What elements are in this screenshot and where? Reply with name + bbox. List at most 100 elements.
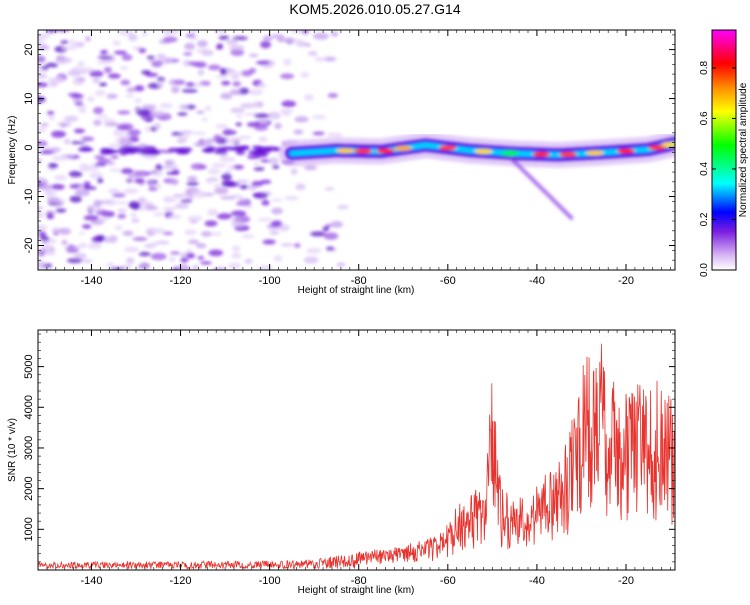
noise-blob bbox=[61, 46, 78, 51]
noise-blob bbox=[270, 220, 283, 228]
noise-blob bbox=[63, 115, 79, 122]
noise-blob bbox=[215, 74, 229, 79]
ridge-hotspot bbox=[532, 151, 551, 157]
noise-blob bbox=[145, 171, 152, 176]
noise-blob bbox=[41, 65, 49, 71]
noise-blob bbox=[96, 114, 109, 119]
noise-blob bbox=[78, 231, 86, 235]
noise-blob bbox=[240, 103, 256, 109]
noise-blob bbox=[286, 38, 303, 43]
noise-blob bbox=[281, 100, 297, 108]
ridge-branch bbox=[508, 155, 574, 221]
noise-blob bbox=[50, 183, 65, 191]
noise-blob bbox=[47, 110, 55, 116]
ridge-hotspot bbox=[336, 148, 355, 154]
y-tick-label: 20 bbox=[23, 43, 35, 55]
x-tick-label: -40 bbox=[529, 275, 545, 287]
noise-blob bbox=[61, 239, 68, 246]
noise-blob bbox=[162, 164, 179, 170]
noise-blob bbox=[191, 131, 207, 135]
noise-blob bbox=[211, 162, 227, 168]
noise-streak bbox=[119, 145, 135, 151]
noise-blob bbox=[212, 184, 222, 188]
noise-blob bbox=[260, 40, 272, 49]
noise-blob bbox=[215, 123, 228, 129]
noise-blob bbox=[117, 110, 131, 115]
noise-blob bbox=[246, 122, 260, 128]
noise-blob bbox=[112, 40, 121, 46]
ridge-hotspot bbox=[354, 148, 373, 154]
noise-blob bbox=[230, 107, 245, 114]
noise-blob bbox=[218, 35, 230, 40]
noise-blob bbox=[237, 135, 252, 140]
ridge-hotspot bbox=[617, 148, 635, 154]
noise-blob bbox=[172, 193, 186, 199]
noise-blob bbox=[118, 138, 134, 146]
noise-blob bbox=[38, 183, 52, 190]
noise-blob bbox=[108, 143, 123, 148]
noise-blob bbox=[271, 34, 285, 39]
noise-blob bbox=[180, 257, 189, 263]
noise-blob bbox=[219, 156, 236, 163]
noise-blob bbox=[236, 179, 250, 184]
noise-streak bbox=[235, 150, 246, 155]
noise-blob bbox=[151, 60, 163, 68]
noise-blob bbox=[261, 199, 270, 206]
noise-blob bbox=[221, 80, 231, 86]
x-tick-label: -100 bbox=[259, 575, 281, 587]
noise-blobs bbox=[38, 30, 349, 270]
noise-blob bbox=[132, 237, 148, 242]
noise-blob bbox=[221, 173, 233, 181]
figure-title: KOM5.2026.010.05.27.G14 bbox=[289, 1, 460, 17]
noise-blob bbox=[232, 36, 248, 41]
noise-blob bbox=[47, 196, 60, 204]
noise-blob bbox=[183, 59, 193, 67]
noise-blob bbox=[93, 119, 102, 126]
noise-blob bbox=[82, 224, 92, 229]
noise-blob bbox=[49, 146, 62, 153]
noise-blob bbox=[145, 227, 158, 236]
noise-blob bbox=[176, 138, 187, 144]
noise-blob bbox=[214, 30, 227, 34]
noise-blob bbox=[155, 164, 163, 172]
noise-blob bbox=[74, 41, 85, 48]
colorbar-tick-label: 0.6 bbox=[699, 111, 710, 125]
noise-blob bbox=[255, 60, 271, 65]
noise-blob bbox=[48, 115, 55, 121]
noise-blob bbox=[39, 150, 54, 155]
noise-blob bbox=[244, 258, 253, 265]
noise-blob bbox=[106, 262, 115, 268]
noise-blob bbox=[96, 60, 110, 65]
noise-blob bbox=[257, 264, 274, 270]
noise-blob bbox=[184, 42, 196, 51]
noise-blob bbox=[38, 214, 44, 219]
noise-blob bbox=[197, 255, 205, 260]
noise-blob bbox=[57, 121, 72, 127]
noise-blob bbox=[230, 75, 240, 80]
noise-blob bbox=[235, 122, 242, 127]
noise-streak bbox=[178, 149, 191, 155]
noise-blob bbox=[225, 39, 239, 45]
noise-blob bbox=[92, 77, 101, 84]
noise-blob bbox=[184, 229, 197, 236]
noise-blob bbox=[128, 200, 141, 209]
noise-blob bbox=[231, 164, 244, 170]
noise-streak bbox=[119, 151, 128, 156]
noise-blob bbox=[67, 258, 83, 264]
noise-blob bbox=[204, 105, 212, 112]
noise-blob bbox=[201, 117, 208, 122]
colorbar-ticks: 0.0 0.2 0.4 0.6 0.8 bbox=[699, 61, 736, 277]
noise-blob bbox=[274, 122, 282, 130]
x-tick-label: -60 bbox=[440, 575, 456, 587]
noise-blob bbox=[106, 198, 117, 206]
colorbar-tick-label: 0.8 bbox=[699, 61, 710, 75]
noise-blob bbox=[294, 116, 309, 123]
noise-blob bbox=[231, 252, 242, 259]
noise-blob bbox=[336, 262, 346, 267]
noise-blob bbox=[190, 163, 205, 170]
noise-blob bbox=[235, 201, 251, 206]
noise-blob bbox=[187, 215, 203, 221]
noise-blob bbox=[215, 46, 223, 50]
y-tick-label: 1000 bbox=[23, 517, 35, 541]
